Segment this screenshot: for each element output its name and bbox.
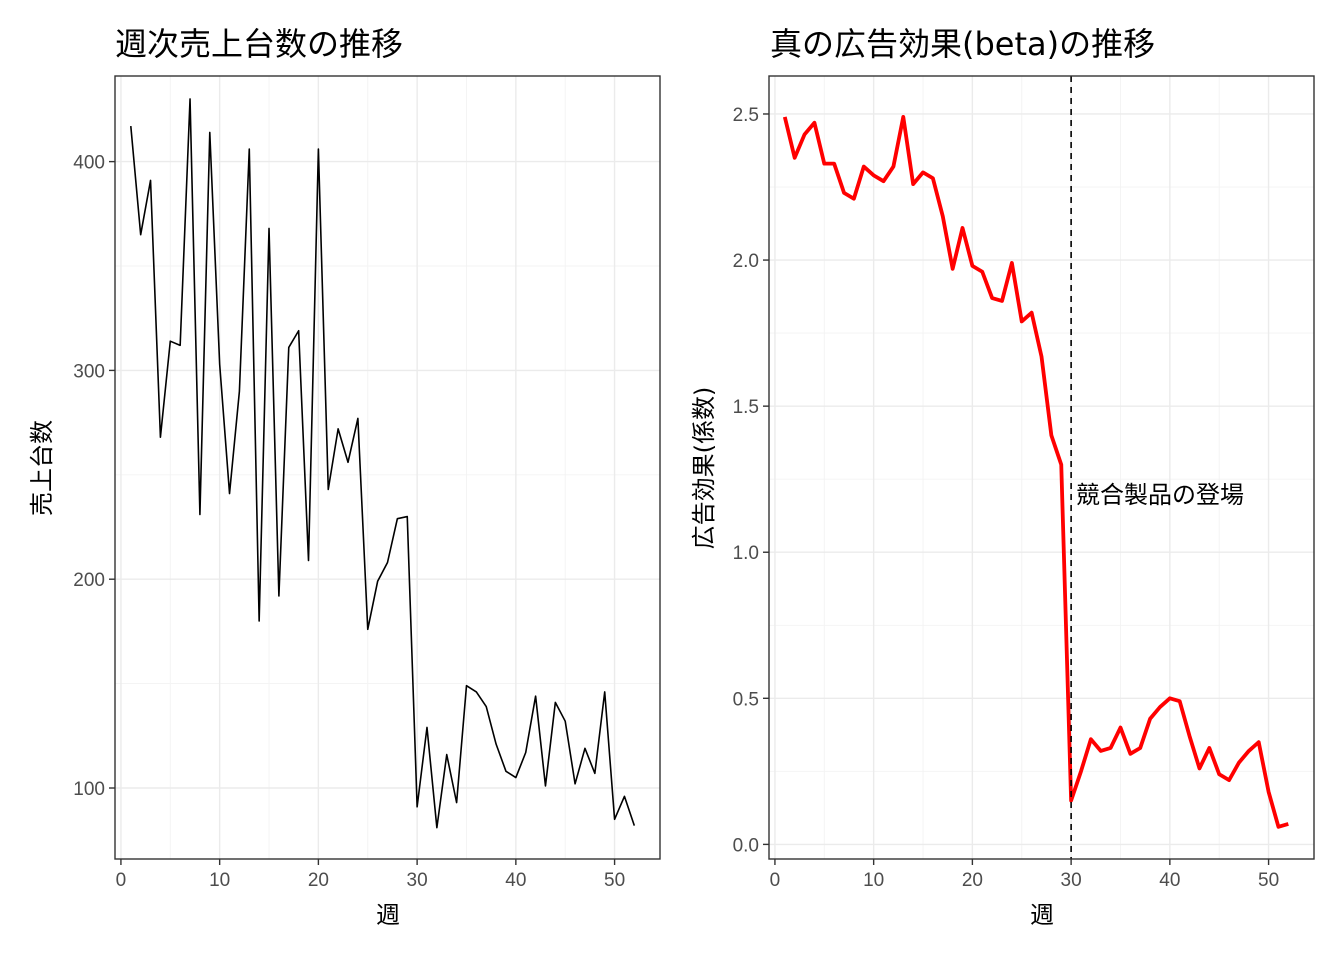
panel-border (114, 75, 661, 860)
x-tick-label: 0 (116, 870, 127, 891)
y-tick-label: 1.5 (733, 397, 759, 418)
y-tick-label: 0.5 (733, 689, 759, 710)
chart-title: 週次売上台数の推移 (115, 25, 403, 63)
y-axis-title: 広告効果(係数) (690, 387, 718, 550)
chart-weekly-sales: 週次売上台数の推移 0 10 20 30 40 50 100 200 300 400 週 売上台数 (28, 25, 661, 929)
x-tick-label: 10 (209, 870, 230, 891)
y-tick-label: 0.0 (733, 835, 759, 856)
y-tick-label: 2.5 (733, 105, 759, 126)
y-tick-label: 100 (73, 779, 105, 800)
y-axis-title: 売上台数 (28, 420, 56, 516)
x-tick-label: 40 (1159, 870, 1180, 891)
series-line (130, 98, 636, 829)
x-tick-label: 0 (770, 870, 781, 891)
x-axis-title: 週 (376, 901, 400, 929)
x-tick-label: 40 (505, 870, 526, 891)
x-tick-label: 10 (863, 870, 884, 891)
y-tick-label: 200 (73, 570, 105, 591)
x-tick-label: 20 (308, 870, 329, 891)
y-tick-label: 300 (73, 361, 105, 382)
plot-area: 競合製品の登場 (782, 76, 1289, 859)
x-tick-label: 20 (962, 870, 983, 891)
axes: 0 10 20 30 40 50 100 200 300 400 (73, 153, 625, 891)
x-tick-label: 50 (604, 870, 625, 891)
grid (769, 76, 1314, 859)
x-tick-label: 30 (1061, 870, 1082, 891)
y-tick-label: 1.0 (733, 543, 759, 564)
grid (115, 76, 660, 859)
chart-ad-effect: 真の広告効果(beta)の推移 競合製品の登場 0 10 20 30 40 50 0.0 0.… (690, 25, 1315, 929)
y-tick-label: 2.0 (733, 251, 759, 272)
annotation-label: 競合製品の登場 (1076, 481, 1244, 509)
chart-title: 真の広告効果(beta)の推移 (770, 25, 1155, 63)
x-tick-label: 50 (1258, 870, 1279, 891)
x-tick-label: 30 (407, 870, 428, 891)
axes: 0 10 20 30 40 50 0.0 0.5 1.0 1.5 2.0 2.5 (733, 105, 1280, 891)
plot-area (130, 98, 636, 829)
series-line (782, 115, 1289, 829)
panel-border (768, 75, 1315, 860)
y-tick-label: 400 (73, 153, 105, 174)
x-axis-title: 週 (1030, 901, 1054, 929)
